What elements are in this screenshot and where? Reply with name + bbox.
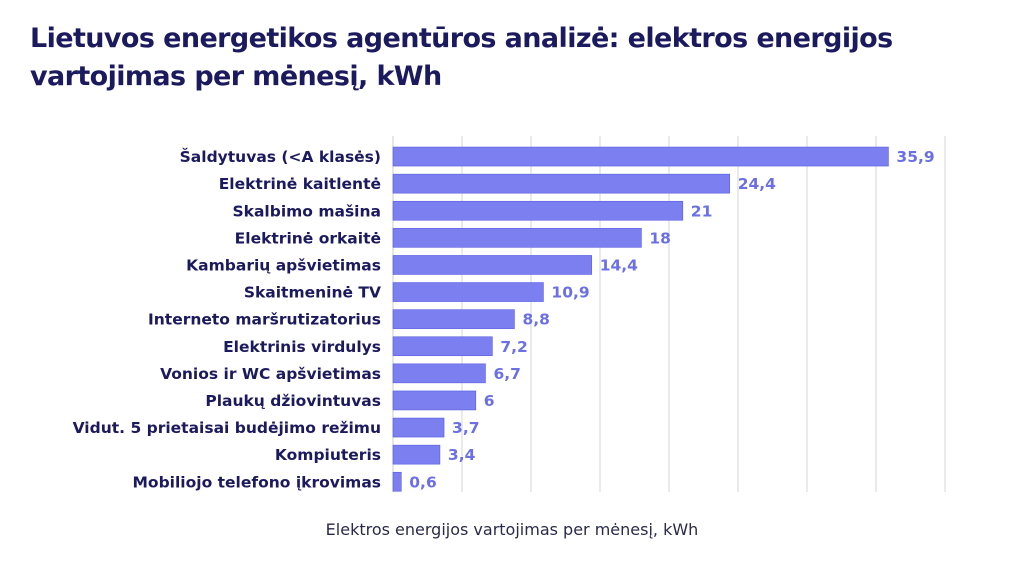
- value-label: 7,2: [500, 338, 527, 356]
- value-label: 6: [484, 392, 495, 410]
- bar: [392, 173, 731, 194]
- value-label: 0,6: [409, 473, 436, 491]
- bar: [392, 471, 402, 492]
- bar: [392, 228, 642, 248]
- bar: [392, 309, 515, 329]
- category-labels: Šaldytuvas (<A klasės) Elektrinė kaitlent…: [73, 147, 381, 491]
- bar: [392, 417, 445, 438]
- bars: [392, 146, 889, 492]
- bar: [392, 282, 544, 302]
- category-label: Elektrinė kaitlentė: [219, 175, 381, 193]
- bar: [392, 390, 477, 411]
- category-label: Elektrinė orkaitė: [235, 229, 381, 247]
- bar: [392, 255, 593, 275]
- bar: [392, 336, 493, 357]
- category-label: Elektrinis virdulys: [223, 338, 381, 356]
- category-label: Kambarių apšvietimas: [186, 256, 381, 274]
- category-label: Plaukų džiovintuvas: [205, 392, 381, 410]
- bar: [392, 200, 684, 221]
- category-label: Interneto maršrutizatorius: [148, 311, 381, 329]
- bar: [392, 444, 441, 465]
- category-label: Šaldytuvas (<A klasės): [180, 147, 381, 166]
- bar: [392, 146, 889, 167]
- value-label: 3,4: [448, 446, 476, 464]
- value-label: 8,8: [522, 311, 549, 329]
- bar: [392, 363, 486, 384]
- value-label: 10,9: [551, 284, 589, 302]
- value-labels: 35,9 24,4 21 18 14,4 10,98,8 7,2 6,7 6 3,7 3,4 0,6: [409, 148, 934, 491]
- value-label: 14,4: [600, 256, 638, 274]
- category-label: Vidut. 5 prietaisai budėjimo režimu: [73, 419, 381, 437]
- chart-title: Lietuvos energetikos agentūros analizė: …: [30, 23, 893, 92]
- category-label: Kompiuteris: [275, 446, 381, 464]
- grid-lines: [392, 136, 946, 492]
- value-label: 3,7: [452, 419, 479, 437]
- value-label: 24,4: [738, 175, 776, 193]
- value-label: 21: [691, 202, 713, 220]
- x-axis-label: Elektros energijos vartojimas per mėnesį…: [325, 520, 699, 539]
- category-label: Skaitmeninė TV: [244, 284, 381, 302]
- value-label: 35,9: [896, 148, 934, 166]
- category-label: Skalbimo mašina: [233, 202, 382, 220]
- category-label: Vonios ir WC apšvietimas: [160, 365, 381, 383]
- value-label: 6,7: [493, 365, 520, 383]
- category-label: Mobiliojo telefono įkrovimas: [133, 473, 382, 491]
- value-label: 18: [649, 229, 671, 247]
